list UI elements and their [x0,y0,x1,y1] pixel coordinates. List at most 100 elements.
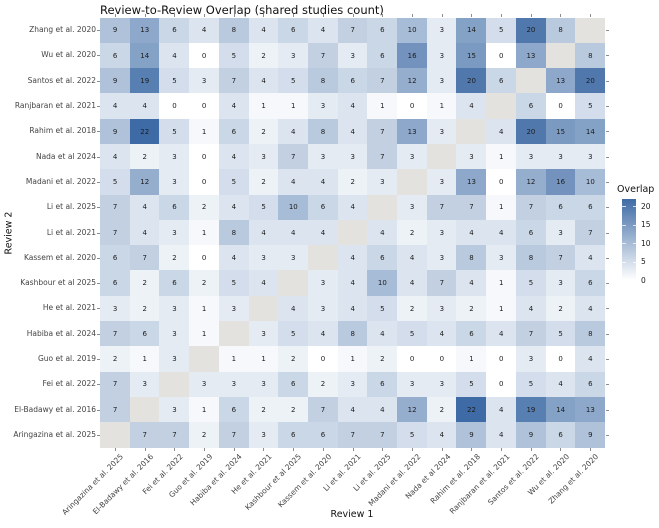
heatmap-cell: 4 [456,270,487,297]
legend-tick-label: 20 [641,201,651,211]
heatmap-cell: 6 [367,17,398,44]
heatmap-cell: 22 [129,118,160,145]
heatmap-cell: 6 [545,194,576,221]
heatmap-cell: 5 [218,270,249,297]
axis-tick-mark [352,14,354,17]
heatmap-cell: 5 [545,321,576,347]
heatmap-cell [486,93,517,120]
heatmap-cell: 15 [456,42,487,69]
axis-tick-mark [605,80,609,82]
heatmap-cell: 6 [278,422,309,448]
heatmap-cell: 3 [159,169,190,195]
heatmap-cell: 5 [515,371,546,398]
heatmap-cell: 4 [248,219,279,246]
heatmap-cell: 4 [159,42,190,69]
heatmap-cell: 4 [337,194,368,221]
heatmap-cell: 2 [100,346,131,372]
axis-tick-mark [352,448,354,451]
heatmap-cell: 7 [218,422,249,448]
axis-tick-mark [605,257,609,259]
axis-tick-mark [203,14,205,17]
chart-title: Review-to-Review Overlap (shared studies… [100,3,384,17]
axis-tick-mark [293,448,295,451]
heatmap-cell: 8 [515,245,546,271]
axis-tick-mark [382,14,384,17]
heatmap-cell: 8 [218,219,249,246]
heatmap-cell: 2 [248,169,279,195]
heatmap-cell: 2 [337,169,368,195]
heatmap-cell: 1 [189,321,220,347]
heatmap-cell: 3 [307,143,339,170]
axis-tick-mark [605,333,609,335]
heatmap-cell: 4 [337,118,368,145]
heatmap-cell: 3 [307,295,339,322]
x-axis-label: Kassem et al. 2020 [275,452,334,510]
heatmap-cell: 5 [218,169,249,195]
heatmap-cell: 3 [397,194,428,221]
heatmap-cell: 8 [575,42,606,69]
legend-tick-mark [622,280,626,282]
heatmap-cell: 0 [189,143,220,170]
heatmap-cell: 4 [486,396,517,423]
legend-tick-label: 5 [641,257,646,267]
heatmap-cell: 1 [248,346,279,372]
y-axis-label: Li et al. 2021 [46,227,96,237]
heatmap-cell: 20 [575,68,606,94]
legend-tick-mark [632,243,636,245]
x-axis-label: Kashbour et al 2025 [243,452,304,512]
heatmap-cell [426,143,457,170]
heatmap-cell: 4 [575,245,606,271]
axis-tick-mark [96,283,100,285]
heatmap-cell: 3 [426,245,457,271]
y-axis-label: Habiba et al. 2024 [26,328,96,338]
axis-tick-mark [263,14,265,17]
heatmap-cell: 4 [337,270,368,297]
heatmap-cell: 5 [456,371,487,398]
axis-tick-mark [411,14,413,17]
heatmap-cell: 2 [189,422,220,448]
heatmap-cell: 4 [278,118,309,145]
heatmap-cell: 7 [426,194,457,221]
heatmap-cell: 4 [218,143,249,170]
heatmap-cell: 3 [486,245,517,271]
heatmap-cell: 9 [100,68,131,94]
heatmap-cell: 3 [545,143,576,170]
axis-tick-mark [501,448,503,451]
axis-tick-mark [96,434,100,436]
axis-tick-mark [233,448,235,451]
heatmap-cell: 12 [397,68,428,94]
axis-tick-mark [322,448,324,451]
heatmap-cell: 3 [426,169,457,195]
heatmap-cell: 4 [337,245,368,271]
heatmap-cell: 5 [159,118,190,145]
heatmap-cell: 1 [129,346,160,372]
axis-tick-mark [96,80,100,82]
axis-tick-mark [96,333,100,335]
heatmap-cell: 7 [367,143,398,170]
heatmap-cell: 3 [397,143,428,170]
heatmap-cell: 3 [248,422,279,448]
heatmap-cell: 8 [456,245,487,271]
heatmap-cell: 4 [100,143,131,170]
heatmap-cell: 3 [456,143,487,170]
axis-tick-mark [203,448,205,451]
heatmap-cell: 7 [307,396,339,423]
heatmap-cell: 3 [248,321,279,347]
heatmap-cell: 10 [367,270,398,297]
heatmap-cell: 4 [218,93,249,120]
heatmap-cell: 8 [307,68,339,94]
y-axis-label: Fei et al. 2022 [42,379,96,389]
heatmap-cell: 4 [575,295,606,322]
heatmap-cell: 4 [337,396,368,423]
x-axis-title: Review 1 [330,509,374,520]
heatmap-cell: 4 [397,245,428,271]
heatmap-cell: 9 [575,422,606,448]
heatmap-cell: 4 [367,321,398,347]
heatmap-cell: 1 [486,295,517,322]
heatmap-cell: 7 [545,245,576,271]
heatmap-cell: 3 [545,219,576,246]
heatmap-cell: 4 [307,321,339,347]
y-axis-label: Zhang et al. 2020 [29,25,96,35]
heatmap-cell: 3 [159,143,190,170]
y-axis-label: Kashbour et al 2025 [20,278,96,288]
